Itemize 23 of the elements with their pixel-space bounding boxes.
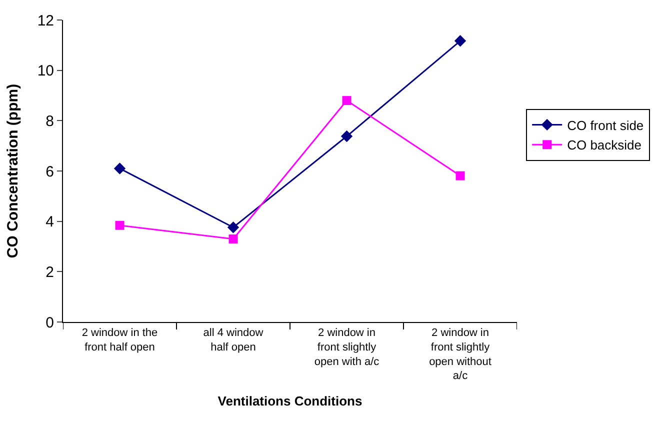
point bbox=[228, 234, 238, 244]
legend-label: CO backside bbox=[567, 138, 642, 153]
y-tick-label: 10 bbox=[37, 62, 54, 80]
y-tick-label: 0 bbox=[46, 314, 54, 332]
point bbox=[340, 130, 353, 142]
point bbox=[227, 222, 240, 234]
y-axis-title: CO Concentration (ppm) bbox=[4, 84, 22, 258]
y-tick-label: 2 bbox=[46, 264, 54, 281]
point bbox=[342, 96, 352, 106]
x-tick-label: 2 window in front slightly open with a/c bbox=[314, 327, 380, 368]
y-tick-label: 6 bbox=[46, 163, 54, 180]
point bbox=[115, 220, 124, 230]
x-tick-label: 2 window in the front half open bbox=[82, 327, 158, 354]
y-tick-label: 12 bbox=[37, 12, 54, 30]
point bbox=[114, 162, 126, 174]
point bbox=[454, 35, 466, 47]
x-tick-label: 2 window in front slightly open without a/c bbox=[429, 327, 492, 382]
legend-label: CO front side bbox=[567, 118, 644, 133]
y-tick-label: 4 bbox=[46, 214, 54, 231]
point bbox=[456, 171, 465, 180]
x-axis-title: Ventilations Conditions bbox=[218, 394, 362, 409]
y-tick-label: 8 bbox=[46, 112, 54, 130]
x-tick-label: all 4 window half open bbox=[203, 327, 264, 354]
